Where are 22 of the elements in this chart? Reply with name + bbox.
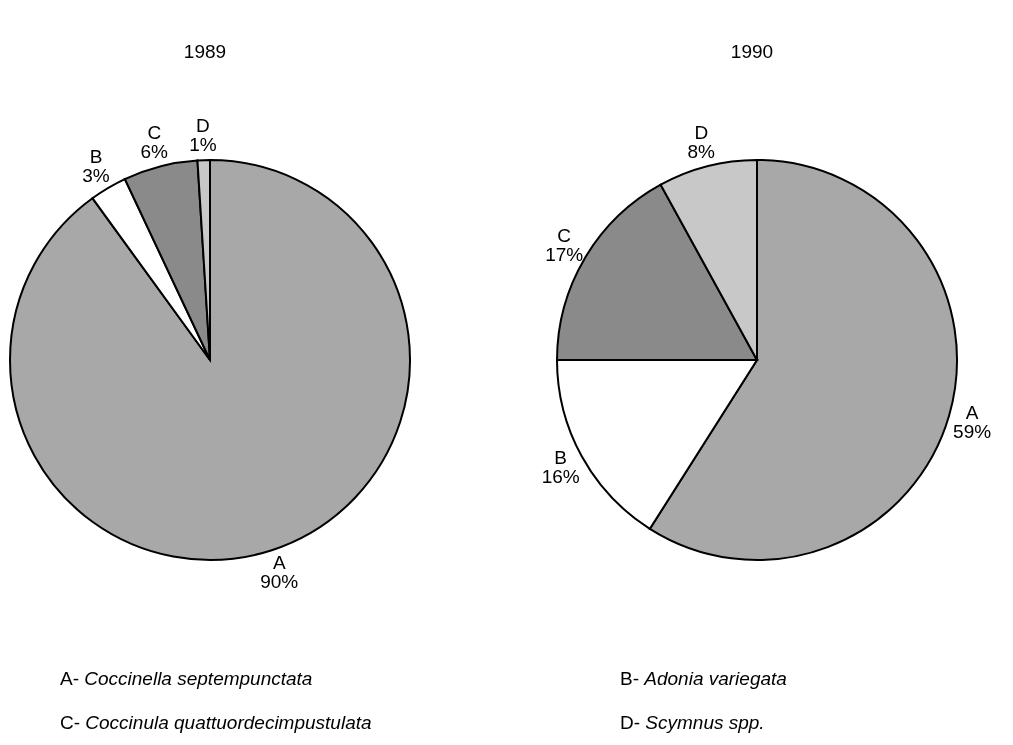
slice-label: A [965,401,979,423]
text: B- Adonia variegata [620,668,788,690]
chart-title: 1989 [183,41,227,62]
data-label: 3% [82,165,110,187]
data-label: 16% [541,466,580,488]
chart-title: 1990 [730,41,774,62]
data-label: 17% [545,244,584,266]
text: A- Coccinella septempunctata [60,668,314,690]
slice-label: B [89,146,103,168]
data-label: 1% [189,134,217,156]
data-label: 6% [140,141,169,163]
slice-label: B [554,447,568,469]
data-label: 59% [953,420,992,442]
slice-label: D [196,115,210,137]
text: D- Scymnus spp. [620,712,766,734]
slice-label: D [694,122,709,144]
data-label: 8% [687,141,716,163]
slice-label: A [272,552,286,574]
data-label: 90% [260,571,299,593]
text: C- Coccinula quattuordecimpustulata [60,712,373,734]
slice-label: C [147,122,162,144]
slice-label: C [557,225,572,247]
